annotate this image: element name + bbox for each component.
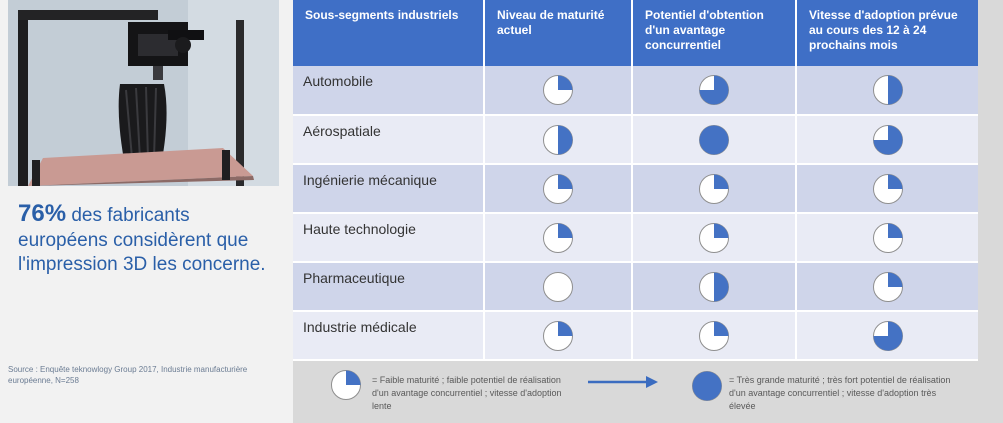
maturity-pie-icon: [543, 271, 573, 302]
adoption-pie-icon: [872, 173, 903, 204]
advantage-pie-cell: [632, 115, 797, 165]
key-stat: 76% des fabricants européens considèrent…: [18, 200, 280, 278]
table-row: Haute technologie: [293, 213, 978, 263]
advantage-pie-icon: [699, 222, 729, 253]
advantage-pie-icon: [699, 173, 729, 204]
segment-name: Aérospatiale: [293, 115, 485, 165]
maturity-pie-cell: [484, 115, 633, 165]
maturity-pie-cell: [484, 213, 633, 263]
adoption-pie-icon: [872, 222, 903, 253]
header-advantage: Potentiel d'obtention d'un avantage conc…: [632, 0, 797, 66]
advantage-pie-icon: [699, 271, 729, 302]
legend-low-text: = Faible maturité ; faible potentiel de …: [372, 375, 562, 411]
adoption-pie-cell: [796, 262, 978, 312]
segments-table: Sous-segments industriels Niveau de matu…: [293, 0, 978, 361]
adoption-pie-cell: [796, 164, 978, 214]
maturity-pie-cell: [484, 66, 633, 116]
advantage-pie-cell: [632, 311, 797, 361]
header-adoption: Vitesse d'adoption prévue au cours des 1…: [796, 0, 978, 66]
table-row: Automobile: [293, 66, 978, 116]
quarter-pie-icon: [331, 370, 361, 400]
maturity-pie-icon: [543, 222, 573, 253]
arrow-right-icon: [588, 376, 658, 388]
legend-high-text: = Très grande maturité ; très fort poten…: [729, 375, 951, 411]
advantage-pie-icon: [699, 75, 729, 105]
source-note: Source : Enquête teknowlogy Group 2017, …: [8, 365, 248, 385]
table-row: Aérospatiale: [293, 115, 978, 165]
adoption-pie-icon: [872, 271, 903, 302]
segment-name: Haute technologie: [293, 213, 485, 263]
advantage-pie-cell: [632, 262, 797, 312]
maturity-pie-icon: [543, 173, 573, 204]
maturity-pie-icon: [543, 124, 573, 155]
advantage-pie-icon: [699, 124, 729, 155]
advantage-pie-cell: [632, 213, 797, 263]
maturity-pie-cell: [484, 311, 633, 361]
3d-printer-photo: [8, 0, 279, 186]
segment-name: Industrie médicale: [293, 311, 485, 361]
maturity-pie-cell: [484, 262, 633, 312]
adoption-pie-cell: [796, 311, 978, 361]
table-row: Ingénierie mécanique: [293, 164, 978, 214]
header-segments: Sous-segments industriels: [293, 0, 485, 66]
stat-number: 76%: [18, 200, 67, 227]
table-row: Industrie médicale: [293, 311, 978, 361]
adoption-pie-icon: [872, 320, 903, 351]
adoption-pie-cell: [796, 115, 978, 165]
legend-high-pie-icon: [691, 370, 723, 407]
segment-name: Ingénierie mécanique: [293, 164, 485, 214]
maturity-pie-cell: [484, 164, 633, 214]
advantage-pie-icon: [699, 320, 729, 351]
maturity-pie-icon: [543, 75, 573, 105]
table-header-row: Sous-segments industriels Niveau de matu…: [293, 0, 978, 66]
full-pie-icon: [692, 371, 722, 401]
adoption-pie-icon: [872, 75, 903, 105]
legend-low-pie-icon: [330, 369, 362, 406]
adoption-pie-cell: [796, 213, 978, 263]
segment-name: Automobile: [293, 66, 485, 116]
advantage-pie-cell: [632, 66, 797, 116]
stat-text: des fabricants européens considèrent que…: [18, 205, 266, 275]
segment-name: Pharmaceutique: [293, 262, 485, 312]
table-row: Pharmaceutique: [293, 262, 978, 312]
left-panel: 76% des fabricants européens considèrent…: [0, 0, 293, 423]
adoption-pie-cell: [796, 66, 978, 116]
maturity-pie-icon: [543, 320, 573, 351]
header-maturity: Niveau de maturité actuel: [484, 0, 633, 66]
adoption-pie-icon: [872, 124, 903, 155]
advantage-pie-cell: [632, 164, 797, 214]
